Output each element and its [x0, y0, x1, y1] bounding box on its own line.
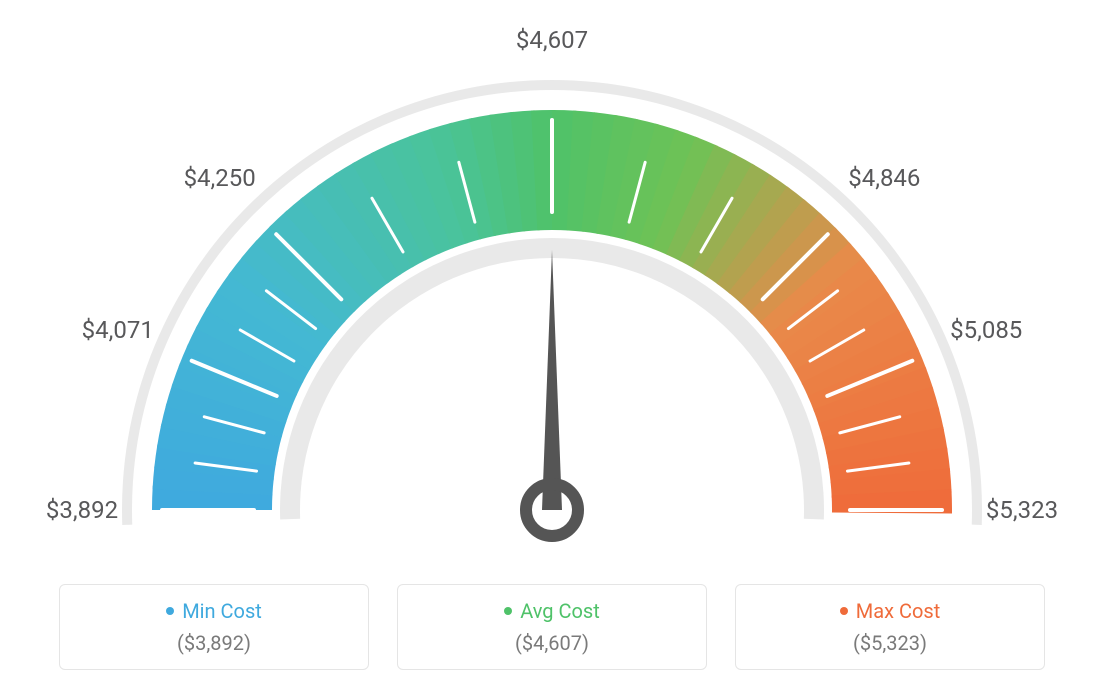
legend-card-min: Min Cost ($3,892) [59, 584, 369, 670]
legend-label-min: Min Cost [182, 599, 262, 623]
legend-row: Min Cost ($3,892) Avg Cost ($4,607) Max … [0, 584, 1104, 670]
gauge-chart: $3,892 $4,071 $4,250 $4,607 $4,846 $5,085 $5,3… [0, 0, 1104, 560]
legend-title-avg: Avg Cost [504, 599, 600, 623]
gauge-tick-label: $4,250 [184, 164, 256, 192]
gauge-tick-label: $5,085 [950, 316, 1022, 344]
legend-value-avg: ($4,607) [408, 631, 696, 655]
legend-value-max: ($5,323) [746, 631, 1034, 655]
legend-title-max: Max Cost [840, 599, 941, 623]
gauge-tick-label: $5,323 [986, 496, 1058, 524]
gauge-svg [102, 40, 1002, 560]
legend-dot-icon [840, 607, 848, 615]
legend-value-min: ($3,892) [70, 631, 358, 655]
legend-label-avg: Avg Cost [520, 599, 600, 623]
legend-card-avg: Avg Cost ($4,607) [397, 584, 707, 670]
gauge-tick-label: $4,846 [848, 164, 920, 192]
gauge-tick-label: $4,607 [516, 26, 588, 54]
gauge-tick-label: $3,892 [46, 496, 118, 524]
legend-title-min: Min Cost [166, 599, 262, 623]
gauge-tick-label: $4,071 [82, 316, 154, 344]
legend-card-max: Max Cost ($5,323) [735, 584, 1045, 670]
legend-dot-icon [166, 607, 174, 615]
legend-label-max: Max Cost [856, 599, 941, 623]
legend-dot-icon [504, 607, 512, 615]
